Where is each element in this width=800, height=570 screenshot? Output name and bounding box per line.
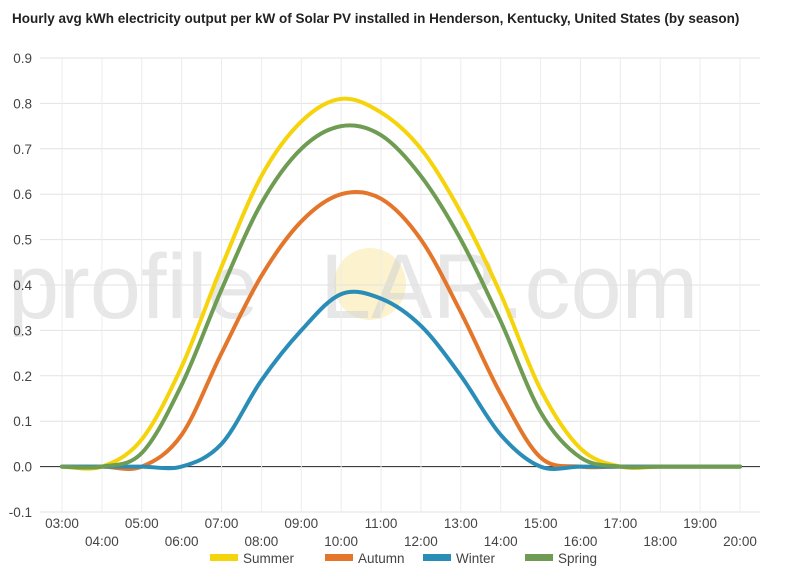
chart-title: Hourly avg kWh electricity output per kW…	[12, 11, 740, 26]
x-axis: 03:00 04:00 05:00 06:00 07:00 08:00 09:00 10:00…	[45, 516, 757, 549]
legend-label: Spring	[558, 551, 597, 566]
x-tick-label: 06:00	[165, 534, 199, 549]
watermark-part: LAR.com	[320, 236, 698, 338]
x-tick-label: 13:00	[444, 516, 478, 531]
legend-label: Autumn	[358, 551, 405, 566]
x-tick-label: 09:00	[284, 516, 318, 531]
legend-swatch	[210, 554, 238, 561]
y-tick-label: 0.9	[13, 51, 32, 66]
y-tick-label: 0.5	[13, 233, 32, 248]
y-tick-label: 0.4	[13, 278, 32, 293]
y-tick-label: 0.0	[13, 460, 32, 475]
legend-swatch	[525, 554, 553, 561]
x-tick-label: 14:00	[484, 534, 518, 549]
y-axis: 0.9 0.8 0.7 0.6 0.5 0.4 0.3 0.2 0.1 0.0 -0.1	[9, 51, 33, 520]
x-tick-label: 18:00	[643, 534, 677, 549]
x-tick-label: 04:00	[85, 534, 119, 549]
watermark-part: profile	[8, 236, 259, 338]
y-tick-label: 0.1	[13, 414, 32, 429]
legend-item-spring[interactable]: Spring	[525, 551, 597, 566]
series-lines	[60, 96, 742, 471]
x-tick-label: 05:00	[125, 516, 159, 531]
legend-swatch	[423, 554, 451, 561]
watermark: profileSLAR.com	[8, 236, 698, 338]
x-tick-label: 08:00	[245, 534, 279, 549]
watermark-text: profileSLAR.com	[8, 236, 698, 338]
legend-item-autumn[interactable]: Autumn	[325, 551, 405, 566]
y-tick-label: 0.6	[13, 187, 32, 202]
x-tick-label: 12:00	[404, 534, 438, 549]
legend-label: Summer	[243, 551, 295, 566]
x-tick-label: 07:00	[205, 516, 239, 531]
legend: Summer Autumn Winter Spring	[210, 551, 597, 566]
legend-item-winter[interactable]: Winter	[423, 551, 496, 566]
legend-label: Winter	[456, 551, 496, 566]
legend-swatch	[325, 554, 353, 561]
y-tick-label: 0.3	[13, 323, 32, 338]
series-line-spring	[60, 123, 742, 470]
x-tick-label: 16:00	[564, 534, 598, 549]
y-tick-label: 0.8	[13, 96, 32, 111]
x-tick-label: 03:00	[45, 516, 79, 531]
x-tick-label: 17:00	[603, 516, 637, 531]
x-tick-label: 19:00	[683, 516, 717, 531]
x-tick-label: 11:00	[365, 516, 398, 531]
grid-lines	[40, 57, 760, 513]
y-tick-label: 0.2	[13, 369, 32, 384]
x-tick-label: 10:00	[324, 534, 358, 549]
y-tick-label: -0.1	[9, 505, 32, 520]
x-tick-label: 15:00	[524, 516, 558, 531]
x-tick-label: 20:00	[723, 534, 757, 549]
y-tick-label: 0.7	[13, 142, 32, 157]
legend-item-summer[interactable]: Summer	[210, 551, 295, 566]
